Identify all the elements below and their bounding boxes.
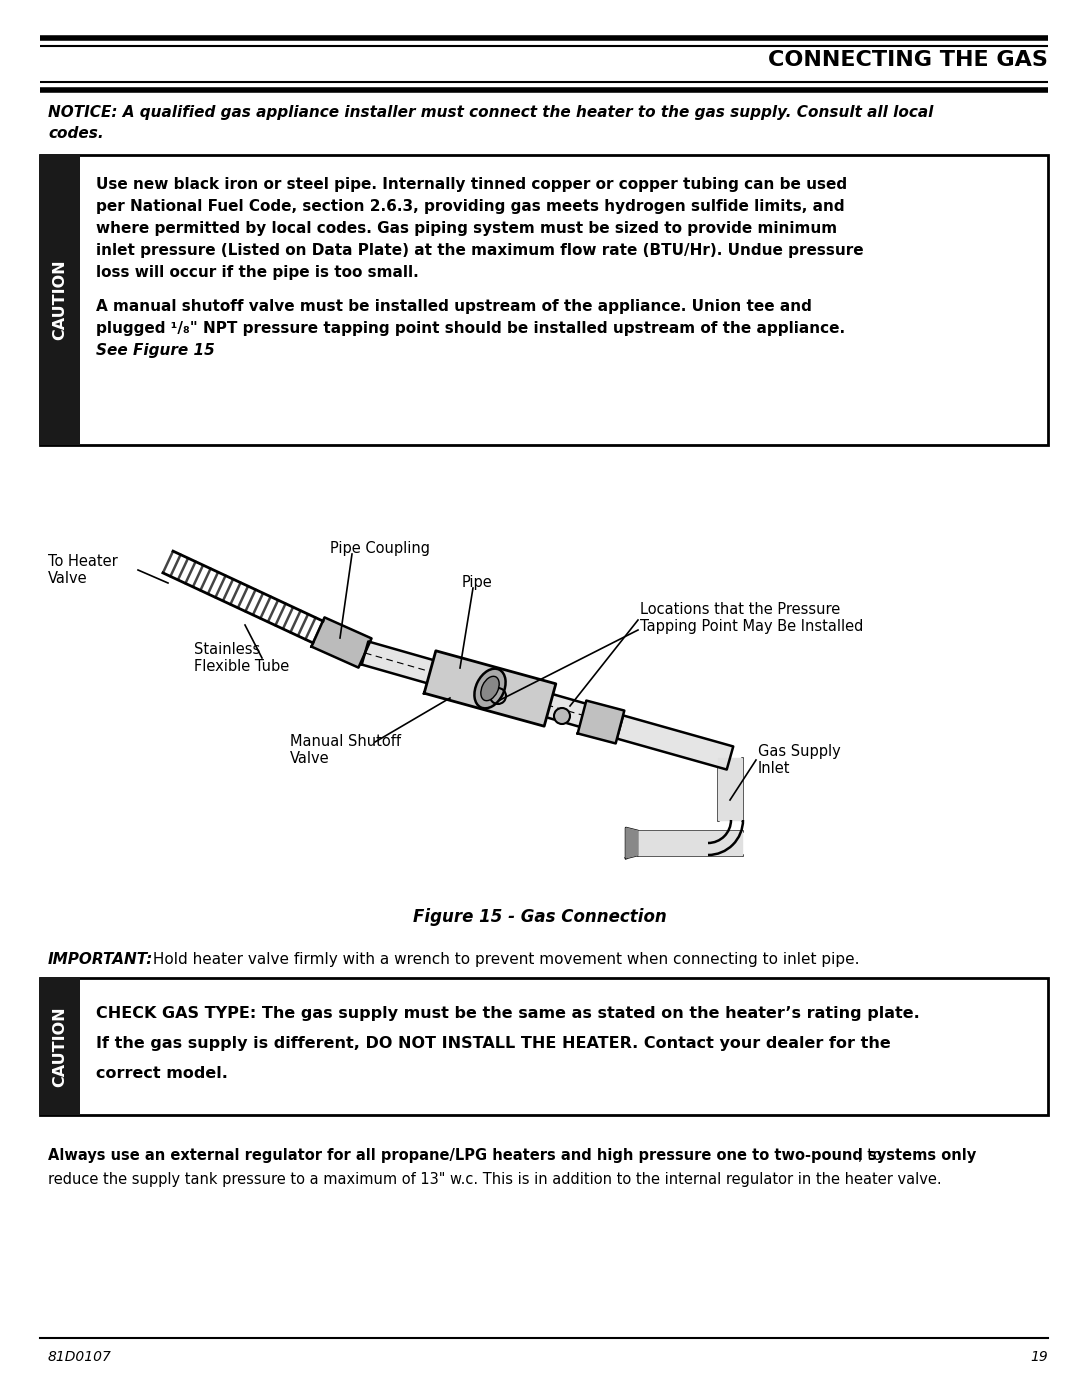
Text: plugged ¹/₈" NPT pressure tapping point should be installed upstream of the appl: plugged ¹/₈" NPT pressure tapping point … bbox=[96, 321, 846, 337]
Text: CAUTION: CAUTION bbox=[53, 260, 67, 341]
Text: 81D0107: 81D0107 bbox=[48, 1350, 112, 1363]
Text: where permitted by local codes. Gas piping system must be sized to provide minim: where permitted by local codes. Gas pipi… bbox=[96, 221, 837, 236]
Text: CONNECTING THE GAS: CONNECTING THE GAS bbox=[768, 50, 1048, 70]
Text: per National Fuel Code, section 2.6.3, providing gas meets hydrogen sulfide limi: per National Fuel Code, section 2.6.3, p… bbox=[96, 198, 845, 214]
Polygon shape bbox=[362, 641, 613, 735]
Polygon shape bbox=[424, 651, 556, 726]
Text: Manual Shutoff
Valve: Manual Shutoff Valve bbox=[291, 733, 401, 766]
Text: Gas Supply
Inlet: Gas Supply Inlet bbox=[758, 743, 840, 777]
Text: Figure 15 - Gas Connection: Figure 15 - Gas Connection bbox=[414, 908, 666, 926]
Polygon shape bbox=[626, 828, 638, 858]
Text: IMPORTANT:: IMPORTANT: bbox=[48, 951, 153, 967]
Text: To Heater
Valve: To Heater Valve bbox=[48, 553, 118, 587]
Text: If the gas supply is different, DO NOT INSTALL THE HEATER. Contact your dealer f: If the gas supply is different, DO NOT I… bbox=[96, 1037, 891, 1051]
Text: Locations that the Pressure
Tapping Point May Be Installed: Locations that the Pressure Tapping Poin… bbox=[640, 602, 863, 634]
Text: CHECK GAS TYPE: The gas supply must be the same as stated on the heater’s rating: CHECK GAS TYPE: The gas supply must be t… bbox=[96, 1006, 920, 1021]
Text: inlet pressure (Listed on Data Plate) at the maximum flow rate (BTU/Hr). Undue p: inlet pressure (Listed on Data Plate) at… bbox=[96, 243, 864, 258]
Text: correct model.: correct model. bbox=[96, 1066, 228, 1081]
Text: Pipe Coupling: Pipe Coupling bbox=[330, 541, 430, 556]
Text: Hold heater valve firmly with a wrench to prevent movement when connecting to in: Hold heater valve firmly with a wrench t… bbox=[148, 951, 860, 967]
Bar bbox=[40, 978, 1048, 1115]
Text: See Figure 15: See Figure 15 bbox=[96, 344, 215, 358]
Polygon shape bbox=[578, 700, 624, 743]
Text: reduce the supply tank pressure to a maximum of 13" w.c. This is in addition to : reduce the supply tank pressure to a max… bbox=[48, 1172, 942, 1187]
Bar bbox=[40, 155, 80, 446]
Text: loss will occur if the pipe is too small.: loss will occur if the pipe is too small… bbox=[96, 265, 419, 279]
Text: NOTICE: A qualified gas appliance installer must connect the heater to the gas s: NOTICE: A qualified gas appliance instal… bbox=[48, 105, 933, 120]
Polygon shape bbox=[617, 715, 733, 770]
Circle shape bbox=[490, 687, 507, 704]
Polygon shape bbox=[311, 617, 372, 668]
Text: A manual shutoff valve must be installed upstream of the appliance. Union tee an: A manual shutoff valve must be installed… bbox=[96, 299, 812, 314]
Bar bbox=[40, 978, 80, 1115]
Circle shape bbox=[554, 708, 570, 724]
Ellipse shape bbox=[481, 676, 499, 701]
Polygon shape bbox=[718, 759, 742, 820]
Polygon shape bbox=[638, 831, 742, 855]
Text: 19: 19 bbox=[1030, 1350, 1048, 1363]
Text: Pipe: Pipe bbox=[462, 574, 492, 590]
Text: Always use an external regulator for all propane/LPG heaters and high pressure o: Always use an external regulator for all… bbox=[48, 1148, 976, 1162]
Text: , to: , to bbox=[858, 1148, 882, 1162]
Text: Stainless
Flexible Tube: Stainless Flexible Tube bbox=[194, 641, 289, 675]
Text: CAUTION: CAUTION bbox=[53, 1006, 67, 1087]
Text: codes.: codes. bbox=[48, 126, 104, 141]
Text: Use new black iron or steel pipe. Internally tinned copper or copper tubing can : Use new black iron or steel pipe. Intern… bbox=[96, 177, 847, 191]
Bar bbox=[40, 155, 1048, 446]
Ellipse shape bbox=[474, 669, 505, 708]
